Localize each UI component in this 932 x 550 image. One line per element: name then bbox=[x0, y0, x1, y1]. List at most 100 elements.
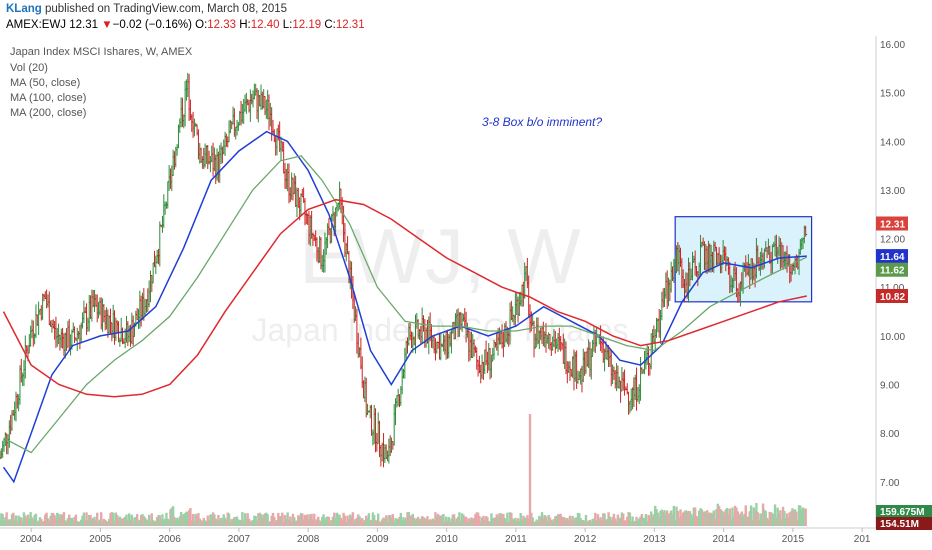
volume-bar bbox=[527, 517, 530, 526]
volume-bar bbox=[135, 514, 139, 526]
volume-bar bbox=[699, 508, 702, 526]
volume-bar bbox=[315, 519, 319, 526]
volume-bar bbox=[564, 519, 568, 526]
volume-bar bbox=[314, 521, 317, 526]
ma100-line[interactable] bbox=[3, 155, 808, 454]
legend-ma50[interactable]: MA (50, close) bbox=[10, 77, 81, 89]
volume-bar bbox=[245, 518, 248, 526]
volume-bar bbox=[551, 520, 554, 526]
time-tick-label: 201 bbox=[854, 534, 871, 545]
volume-bar bbox=[293, 517, 296, 526]
volume-bar bbox=[46, 518, 50, 526]
volume-bar bbox=[213, 514, 216, 526]
volume-bar bbox=[326, 516, 329, 526]
annotation-text[interactable]: 3-8 Box b/o imminent? bbox=[482, 115, 602, 129]
volume-bar bbox=[299, 513, 303, 526]
time-tick-label: 2011 bbox=[505, 534, 527, 545]
volume-bar bbox=[592, 518, 596, 526]
volume-bar bbox=[187, 510, 191, 526]
volume-bar bbox=[154, 520, 158, 526]
author-link[interactable]: KLang bbox=[6, 3, 42, 15]
ma50-line[interactable] bbox=[2, 130, 807, 484]
volume-bar bbox=[16, 521, 19, 526]
volume-bar bbox=[634, 520, 637, 526]
volume-bar bbox=[689, 513, 693, 526]
volume-bar bbox=[520, 520, 524, 526]
ma200-line[interactable] bbox=[2, 198, 807, 398]
volume-bar bbox=[253, 515, 256, 526]
volume-bar bbox=[123, 516, 127, 526]
volume-bar bbox=[6, 520, 10, 526]
volume-bar bbox=[273, 516, 276, 526]
legend-ma200[interactable]: MA (200, close) bbox=[10, 107, 87, 119]
symbol-label: AMEX:EWJ bbox=[6, 19, 67, 31]
volume-bar bbox=[355, 517, 359, 526]
volume-bar bbox=[86, 520, 90, 526]
last-price-tag-label: 12.31 bbox=[880, 220, 905, 231]
volume-tag-bg bbox=[876, 505, 932, 518]
volume-bar bbox=[270, 515, 273, 526]
volume-bar bbox=[191, 513, 195, 526]
last-price-tag: 12.31 bbox=[876, 216, 908, 231]
down-arrow-icon: ▼ bbox=[101, 19, 113, 31]
volume-bar bbox=[179, 511, 183, 526]
volume-bar bbox=[704, 511, 708, 526]
price-tick-label: 11.00 bbox=[880, 283, 905, 294]
watermark: EWJ, W Japan Index MSCI Ishares bbox=[251, 212, 628, 348]
volume-bar bbox=[788, 512, 791, 526]
volume-bar bbox=[590, 521, 593, 526]
volume-bar bbox=[705, 510, 709, 526]
volume-bar bbox=[197, 512, 200, 526]
volume-bar bbox=[631, 516, 634, 526]
volume-bar bbox=[522, 515, 525, 526]
volume-bar bbox=[151, 520, 155, 526]
price-chart[interactable]: EWJ, W Japan Index MSCI Ishares 3-8 Box … bbox=[0, 36, 932, 550]
volume-bar bbox=[295, 520, 299, 526]
volume-bar bbox=[241, 512, 244, 526]
volume-bar bbox=[131, 521, 135, 526]
volume-bar bbox=[381, 519, 384, 526]
volume-bar bbox=[223, 517, 227, 526]
volume-bar bbox=[68, 514, 71, 526]
volume-bar bbox=[13, 519, 16, 526]
volume-bar bbox=[281, 512, 284, 526]
volume-bar bbox=[386, 521, 389, 526]
volume-bar bbox=[622, 513, 625, 526]
volume-bar bbox=[218, 520, 221, 526]
volume-bar bbox=[516, 518, 520, 526]
volume-bar bbox=[767, 520, 770, 526]
volume-bar bbox=[681, 512, 685, 526]
volume-bar bbox=[186, 512, 189, 526]
time-axis[interactable]: 2004 2005 2006 2007 2008 2009 2010 2011 2012 2013… bbox=[20, 528, 871, 545]
volume-bar bbox=[267, 521, 271, 526]
volume-bar bbox=[238, 519, 241, 526]
volume-bar bbox=[406, 512, 409, 526]
volume-bar bbox=[576, 512, 580, 526]
volume-bar bbox=[257, 513, 260, 526]
volume-bar bbox=[727, 514, 730, 526]
volume-bar bbox=[25, 518, 28, 526]
volume-bar bbox=[494, 517, 497, 526]
volume-bar bbox=[688, 511, 692, 526]
volume-bar bbox=[195, 515, 199, 526]
legend-ma100[interactable]: MA (100, close) bbox=[10, 92, 87, 104]
volume-bar bbox=[363, 519, 367, 526]
volume-bar bbox=[80, 519, 83, 526]
price-axis[interactable]: 7.00 8.00 9.00 10.00 11.00 12.00 13.00 14.00 15.… bbox=[880, 40, 905, 489]
volume-bar bbox=[745, 516, 749, 526]
volume-bar bbox=[801, 507, 805, 526]
volume-bar bbox=[655, 509, 658, 526]
volume-bar bbox=[239, 520, 243, 526]
volume-bar bbox=[499, 513, 502, 526]
volume-bar bbox=[434, 512, 437, 526]
volume-bar bbox=[297, 515, 300, 526]
volume-bar bbox=[261, 517, 264, 526]
volume-bar bbox=[568, 515, 572, 526]
volume-bar bbox=[456, 516, 460, 526]
volume-bar bbox=[538, 515, 541, 526]
volume-bar bbox=[333, 512, 336, 526]
volume-bar bbox=[166, 518, 169, 526]
volume-bar bbox=[606, 519, 609, 526]
legend-vol[interactable]: Vol (20) bbox=[10, 62, 48, 74]
volume-bar bbox=[423, 518, 427, 526]
